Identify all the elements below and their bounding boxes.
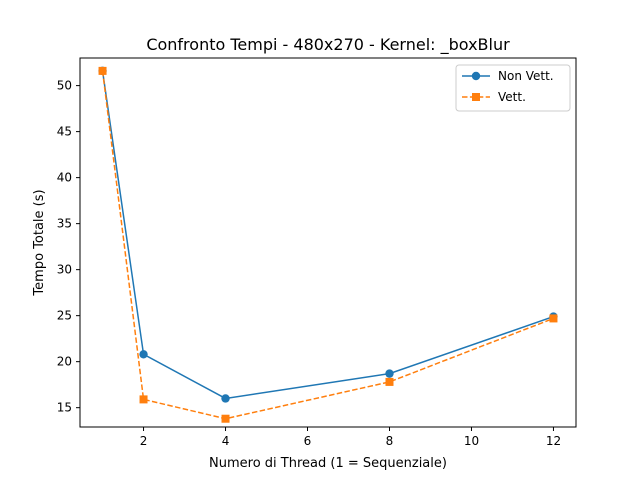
- plot-frame: [79, 57, 577, 428]
- legend-label: Vett.: [498, 90, 526, 104]
- legend-label: Non Vett.: [498, 69, 554, 83]
- x-tick-label: 8: [386, 434, 394, 448]
- chart-title: Confronto Tempi - 480x270 - Kernel: _box…: [146, 35, 510, 55]
- series-1: [98, 66, 558, 423]
- data-point: [139, 350, 148, 359]
- y-tick-label: 40: [57, 171, 72, 185]
- data-point: [139, 395, 148, 404]
- x-axis: 2 4 6 8 10 12: [140, 427, 561, 448]
- y-tick-label: 25: [57, 309, 72, 323]
- data-point: [221, 414, 230, 423]
- legend-marker: [472, 93, 480, 101]
- x-tick-label: 10: [464, 434, 479, 448]
- y-tick-label: 50: [57, 79, 72, 93]
- data-point: [98, 66, 107, 75]
- data-point: [385, 377, 394, 386]
- y-tick-label: 15: [57, 401, 72, 415]
- y-axis-label: Tempo Totale (s): [32, 189, 47, 296]
- x-tick-label: 4: [222, 434, 230, 448]
- x-tick-label: 6: [304, 434, 312, 448]
- y-tick-label: 30: [57, 263, 72, 277]
- legend: Non Vett. Vett.: [455, 64, 571, 112]
- y-tick-label: 35: [57, 217, 72, 231]
- x-tick-label: 2: [140, 434, 148, 448]
- y-axis: 15 20 25 30 35 40 45 50: [57, 79, 80, 415]
- data-point: [221, 394, 230, 403]
- x-tick-label: 12: [546, 434, 561, 448]
- plot-area: [98, 66, 558, 423]
- data-point: [549, 314, 558, 323]
- x-axis-label: Numero di Thread (1 = Sequenziale): [209, 456, 447, 471]
- y-tick-label: 45: [57, 125, 72, 139]
- y-tick-label: 20: [57, 355, 72, 369]
- legend-marker: [471, 71, 481, 81]
- data-point: [385, 369, 394, 378]
